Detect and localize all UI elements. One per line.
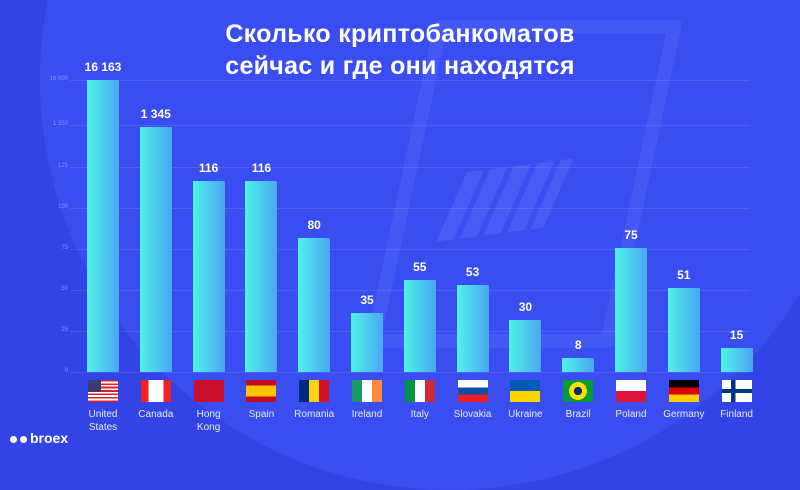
country-label: Italy <box>410 409 429 420</box>
flag-us-icon <box>88 380 118 402</box>
bar-es <box>245 181 278 372</box>
flag-fi-icon <box>721 380 752 402</box>
gridline <box>70 372 750 373</box>
country-label: Ireland <box>351 409 383 420</box>
title-line-2: сейчас и где они находятся <box>225 52 575 80</box>
y-tick-label: 0 <box>64 368 68 374</box>
bar-value-label: 30 <box>518 300 533 314</box>
country-label: Germany <box>663 409 705 420</box>
bar-value-label: 1 345 <box>140 107 171 121</box>
bar-us <box>87 80 119 372</box>
flag-br-icon <box>563 380 594 402</box>
bar-ua <box>509 320 542 372</box>
flag-es-icon <box>246 380 277 402</box>
country-label: Romania <box>294 409 335 420</box>
flag-ua-icon <box>510 380 541 402</box>
country-label: Slovakia <box>453 409 492 420</box>
flag-pl-icon <box>616 380 646 402</box>
bar-ro <box>298 238 331 372</box>
bar-value-label: 75 <box>624 228 638 242</box>
y-tick-label: 16 000 <box>49 76 68 82</box>
bar-value-label: 51 <box>677 268 691 282</box>
country-label: Brazil <box>565 409 591 420</box>
chart-title: Сколько криптобанкоматов сейчас и где он… <box>0 18 800 82</box>
bar-de <box>667 288 700 372</box>
bar-br <box>562 358 595 372</box>
bar-fi <box>720 348 753 372</box>
y-tick-label: 1 350 <box>52 121 68 127</box>
y-tick-label: 25 <box>61 327 68 333</box>
bar-it <box>403 280 436 372</box>
bar-value-label: 55 <box>413 260 427 274</box>
bar-ie <box>351 313 383 372</box>
title-line-1: Сколько криптобанкоматов <box>225 20 575 48</box>
country-label: Poland <box>615 409 647 420</box>
flag-ca-icon <box>140 380 171 402</box>
country-label: Hong Kong <box>196 409 221 433</box>
bar-sk <box>456 285 489 372</box>
flag-ie-icon <box>352 380 382 402</box>
bar-value-label: 15 <box>729 328 744 342</box>
bar-value-label: 8 <box>574 338 582 352</box>
y-tick-label: 50 <box>61 286 68 292</box>
country-label: Spain <box>248 409 275 420</box>
bar-value-label: 116 <box>251 161 272 175</box>
bar-value-label: 116 <box>198 161 219 175</box>
country-label: United States <box>88 409 118 433</box>
country-label: Finland <box>720 409 753 420</box>
bar-value-label: 35 <box>360 293 374 307</box>
country-label: Canada <box>138 409 174 420</box>
flag-sk-icon <box>457 380 488 402</box>
gridline <box>70 249 750 250</box>
gridline <box>70 80 750 81</box>
bar-value-label: 80 <box>307 218 321 232</box>
broex-logo: broex <box>10 430 68 446</box>
bar-value-label: 53 <box>465 265 480 279</box>
bar-pl <box>615 248 647 372</box>
flag-ro-icon <box>299 380 330 402</box>
flag-de-icon <box>668 380 699 402</box>
country-label: Ukraine <box>508 409 543 420</box>
bar-hk <box>192 181 225 372</box>
bar-value-label: 16 163 <box>84 60 122 74</box>
y-tick-label: 75 <box>61 245 68 251</box>
flag-hk-icon <box>193 380 224 402</box>
gridline <box>70 125 750 126</box>
gridline <box>70 167 750 168</box>
gridline <box>70 208 750 209</box>
flag-it-icon <box>404 380 435 402</box>
y-tick-label: 100 <box>57 204 68 210</box>
y-tick-label: 125 <box>57 163 68 169</box>
bar-ca <box>139 127 172 372</box>
